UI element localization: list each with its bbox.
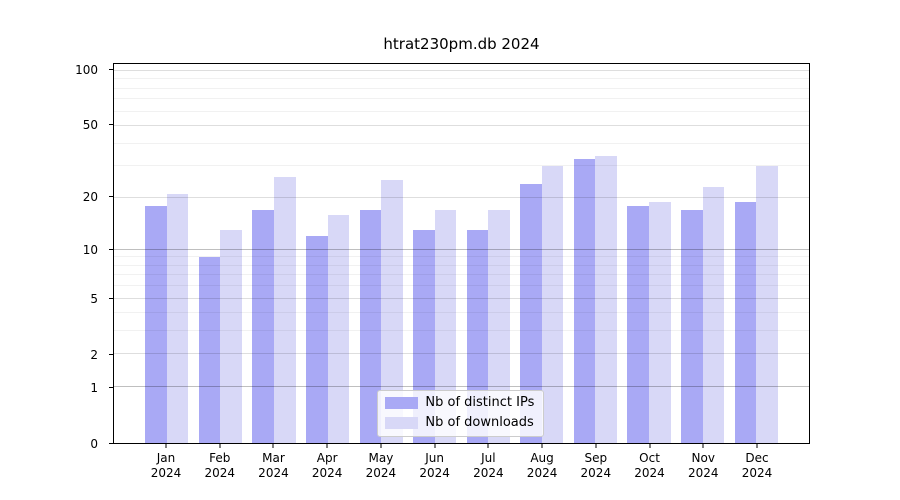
x-tick-mark xyxy=(649,444,651,448)
legend-item-downloads: Nb of downloads xyxy=(385,414,534,430)
x-tick-label-oct: Oct 2024 xyxy=(634,451,665,480)
x-tick-mark xyxy=(434,444,436,448)
bar-downloads-aug xyxy=(541,166,564,443)
x-tick-mark xyxy=(756,444,758,448)
y-tick-mark xyxy=(109,196,113,198)
bar-downloads-jul xyxy=(488,210,510,443)
x-tick-label-may: May 2024 xyxy=(365,451,397,480)
y-tick-label: 1 xyxy=(90,380,98,395)
bar-distinct-ips-nov xyxy=(680,210,703,443)
y-tick-label: 0 xyxy=(90,437,98,451)
bar-distinct-ips-may xyxy=(359,210,382,443)
y-tick-label: 50 xyxy=(82,118,98,133)
chart-title: htrat230pm.db 2024 xyxy=(383,35,540,53)
gridline-minor xyxy=(114,110,809,112)
y-tick-label: 10 xyxy=(82,242,98,257)
y-tick-label: 2 xyxy=(90,347,98,362)
x-tick-mark xyxy=(219,444,221,448)
y-tick-mark xyxy=(109,443,113,444)
x-tick-mark xyxy=(380,444,382,448)
bar-downloads-sep xyxy=(595,156,618,443)
bar-distinct-ips-dec xyxy=(734,201,757,443)
bar-downloads-dec xyxy=(756,166,778,443)
x-tick-label-sep: Sep 2024 xyxy=(580,451,612,480)
y-tick-mark xyxy=(109,69,113,70)
x-tick-mark xyxy=(487,444,489,448)
x-tick-label-nov: Nov 2024 xyxy=(687,451,719,480)
x-tick-mark xyxy=(272,444,274,448)
bar-distinct-ips-mar xyxy=(252,210,274,443)
y-tick-label: 20 xyxy=(82,190,98,205)
gridline-minor xyxy=(114,87,809,89)
bar-downloads-oct xyxy=(649,201,671,443)
legend-swatch-downloads xyxy=(385,416,419,429)
bar-distinct-ips-jul xyxy=(466,230,489,443)
bar-distinct-ips-jun xyxy=(413,230,435,443)
bar-distinct-ips-apr xyxy=(305,236,328,443)
x-tick-mark xyxy=(702,444,704,448)
bar-distinct-ips-sep xyxy=(573,158,596,443)
x-tick-mark xyxy=(595,444,597,448)
legend: Nb of distinct IPs Nb of downloads xyxy=(377,389,545,437)
gridline-minor xyxy=(114,165,809,167)
x-axis-ticks xyxy=(113,444,810,449)
x-axis: Jan 2024 Feb 2024 Mar 2024 Apr 2024 May 2024… xyxy=(113,451,810,491)
gridline-major xyxy=(114,69,809,71)
gridline-minor xyxy=(114,142,809,144)
x-tick-mark xyxy=(165,444,167,448)
x-tick-label-mar: Mar 2024 xyxy=(258,451,289,480)
bar-distinct-ips-oct xyxy=(627,205,649,443)
bar-downloads-may xyxy=(381,180,403,443)
bar-downloads-feb xyxy=(220,230,243,443)
bar-downloads-jan xyxy=(166,193,189,443)
plot-area: Nb of distinct IPs Nb of downloads xyxy=(113,63,810,444)
bar-downloads-mar xyxy=(273,177,296,443)
bar-distinct-ips-jan xyxy=(145,205,167,443)
legend-label-distinct-ips: Nb of distinct IPs xyxy=(425,394,535,410)
bar-distinct-ips-feb xyxy=(198,257,221,443)
x-tick-label-dec: Dec 2024 xyxy=(741,451,773,480)
bar-distinct-ips-aug xyxy=(520,183,542,443)
bar-downloads-nov xyxy=(702,186,725,443)
bar-downloads-apr xyxy=(327,214,350,443)
y-axis: 0 1 2 5 10 20 50 100 xyxy=(0,63,108,450)
x-tick-label-jun: Jun 2024 xyxy=(419,451,450,480)
gridline-minor xyxy=(114,98,809,100)
y-tick-mark xyxy=(109,353,113,355)
gridline-major xyxy=(114,125,809,127)
y-axis-ticks xyxy=(109,63,113,444)
x-tick-label-jul: Jul 2024 xyxy=(473,451,504,480)
legend-swatch-distinct-ips xyxy=(385,396,419,409)
y-tick-mark xyxy=(109,248,113,250)
y-tick-label: 5 xyxy=(90,291,98,306)
x-tick-label-apr: Apr 2024 xyxy=(311,451,343,480)
x-tick-label-aug: Aug 2024 xyxy=(526,451,558,480)
x-tick-mark xyxy=(326,444,328,448)
x-tick-label-jan: Jan 2024 xyxy=(150,451,182,480)
bar-downloads-jun xyxy=(434,210,457,443)
legend-label-downloads: Nb of downloads xyxy=(425,414,534,430)
legend-item-distinct-ips: Nb of distinct IPs xyxy=(385,394,535,410)
gridline-minor xyxy=(114,78,809,80)
y-tick-mark xyxy=(109,386,113,388)
y-tick-mark xyxy=(109,124,113,126)
x-tick-mark xyxy=(541,444,543,448)
y-tick-mark xyxy=(109,297,113,299)
y-tick-label: 100 xyxy=(75,63,98,77)
x-tick-label-feb: Feb 2024 xyxy=(204,451,235,480)
